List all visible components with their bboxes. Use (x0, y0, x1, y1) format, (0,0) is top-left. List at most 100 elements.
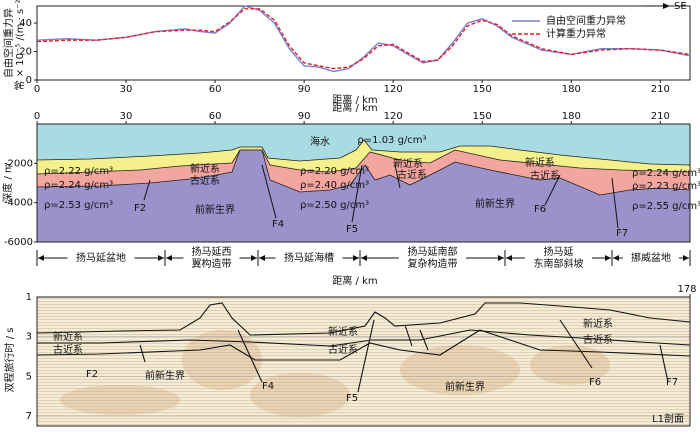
fault (611, 177, 619, 229)
plot-frame (36, 5, 691, 81)
region-label: 翼构造带 (192, 257, 232, 270)
region-label: 复杂构造带 (408, 257, 458, 270)
x-tick-label: 120 (384, 84, 403, 95)
fault (419, 329, 429, 351)
seismic-label: 前新生界 (445, 380, 485, 393)
series-line (36, 8, 691, 70)
x-tick-label: 180 (562, 84, 581, 95)
y-axis-title: 深度 / m (1, 163, 14, 202)
seismic-anomaly (182, 330, 262, 390)
x-tick-label: 30 (120, 84, 133, 95)
x-axis-title: 距离 / km (332, 101, 377, 114)
y-tick-label: 20 (19, 47, 32, 58)
direction-label: SE (674, 1, 687, 12)
seismic-label: 古近系 (53, 343, 83, 356)
fault (143, 179, 151, 201)
section-label: ρ=2.24 g/cm³ (632, 168, 700, 179)
y-tick-label: 7 (26, 411, 32, 422)
horizon (36, 329, 691, 361)
section-label: ρ=2.53 g/cm³ (44, 200, 113, 211)
profile-label: L1剖面 (652, 412, 684, 425)
region-label: 扬马延 (544, 245, 574, 258)
seismic-label: 古近系 (328, 343, 358, 356)
y-tick-label: -4000 (4, 198, 33, 209)
seismic-label: 前新生界 (145, 369, 185, 382)
seismic-label: F4 (262, 381, 274, 392)
plot-frame (36, 123, 691, 243)
y-axis-title: 双程旅行时 / s (3, 328, 16, 393)
x-tick-label: 0 (34, 84, 40, 95)
x-axis-title: 距离 / km (332, 274, 377, 287)
x-tick-label: 150 (473, 84, 492, 95)
y-axis-title: 自由空间重力异 (2, 8, 15, 78)
y-tick-label: 3 (26, 332, 32, 343)
section-label: ρ=2.20 g/cm³ (300, 166, 369, 177)
section-label: F6 (534, 204, 546, 215)
y-tick-label: 40 (19, 18, 32, 29)
fault (351, 164, 363, 223)
y-tick-label: 5 (26, 371, 32, 382)
section-label: 古近系 (397, 168, 427, 181)
section-label: 新近系 (525, 156, 555, 169)
seismic-label: F5 (346, 393, 358, 404)
x-tick-label: 178 (677, 284, 696, 295)
seismic-anomaly (250, 373, 350, 417)
x-tick-label: 0 (34, 111, 40, 122)
section-label: ρ=2.22 g/cm³ (44, 166, 113, 177)
seismic-anomaly (400, 345, 520, 395)
section-label: ρ=2.23 g/cm³ (632, 181, 700, 192)
section-label: F2 (134, 203, 146, 214)
seismic-label: 新近系 (53, 330, 83, 343)
x-axis-title: 距离 / km (332, 93, 377, 106)
fault (237, 329, 263, 383)
plot-frame (36, 296, 691, 427)
direction-arrowhead (663, 3, 670, 9)
y-tick-label: -2000 (4, 158, 33, 169)
x-tick-label: 90 (298, 84, 311, 95)
region-label: 东南部斜坡 (534, 257, 584, 270)
y-tick-label: -6000 (4, 237, 33, 248)
region-label: 扬马延海槽 (284, 251, 334, 264)
fault (544, 174, 561, 206)
x-tick-label: 60 (209, 84, 222, 95)
x-tick-label: 90 (298, 111, 311, 122)
fault (659, 344, 669, 383)
fault (261, 164, 277, 219)
region-label: 扬马延盆地 (76, 251, 126, 264)
x-tick-label: 30 (120, 111, 133, 122)
legend-label: 计算重力异常 (546, 27, 606, 40)
seismic-label: F2 (86, 369, 98, 380)
y-axis-title: 常 × 10⁻⁵ /(m · s⁻²) (13, 0, 26, 90)
seismic-label: F7 (666, 377, 678, 388)
fault (559, 319, 593, 369)
section-label: ρ=2.40 g/cm³ (300, 180, 369, 191)
seismic-label: F6 (589, 377, 601, 388)
horizon (37, 329, 691, 347)
x-tick-label: 210 (651, 84, 670, 95)
section-label: ρ=2.55 g/cm³ (632, 201, 700, 212)
section-label: F7 (616, 228, 628, 239)
legend-label: 自由空间重力异常 (546, 14, 626, 27)
section-label: ρ=2.24 g/cm³ (44, 180, 113, 191)
section-label: 前新生界 (195, 203, 235, 216)
fault (139, 344, 146, 363)
x-tick-label: 60 (209, 111, 222, 122)
basement-layer (36, 149, 691, 243)
fault (394, 164, 401, 189)
x-tick-label: 120 (384, 111, 403, 122)
section-label: 海水 (310, 135, 330, 148)
section-label: ρ=1.03 g/cm³ (357, 135, 426, 146)
section-label: 前新生界 (475, 197, 515, 210)
region-label: 扬马延南部 (408, 245, 458, 258)
fault (404, 324, 413, 347)
y-tick-label: 0 (26, 75, 32, 86)
fault (357, 319, 375, 393)
region-label: 挪威盆地 (631, 251, 671, 264)
section-label: 古近系 (530, 169, 560, 182)
x-tick-label: 150 (473, 111, 492, 122)
seismic-label: 新近系 (328, 325, 358, 338)
section-label: F4 (272, 219, 284, 230)
section-label: 新近系 (190, 162, 220, 175)
section-label: ρ=2.50 g/cm³ (300, 200, 369, 211)
